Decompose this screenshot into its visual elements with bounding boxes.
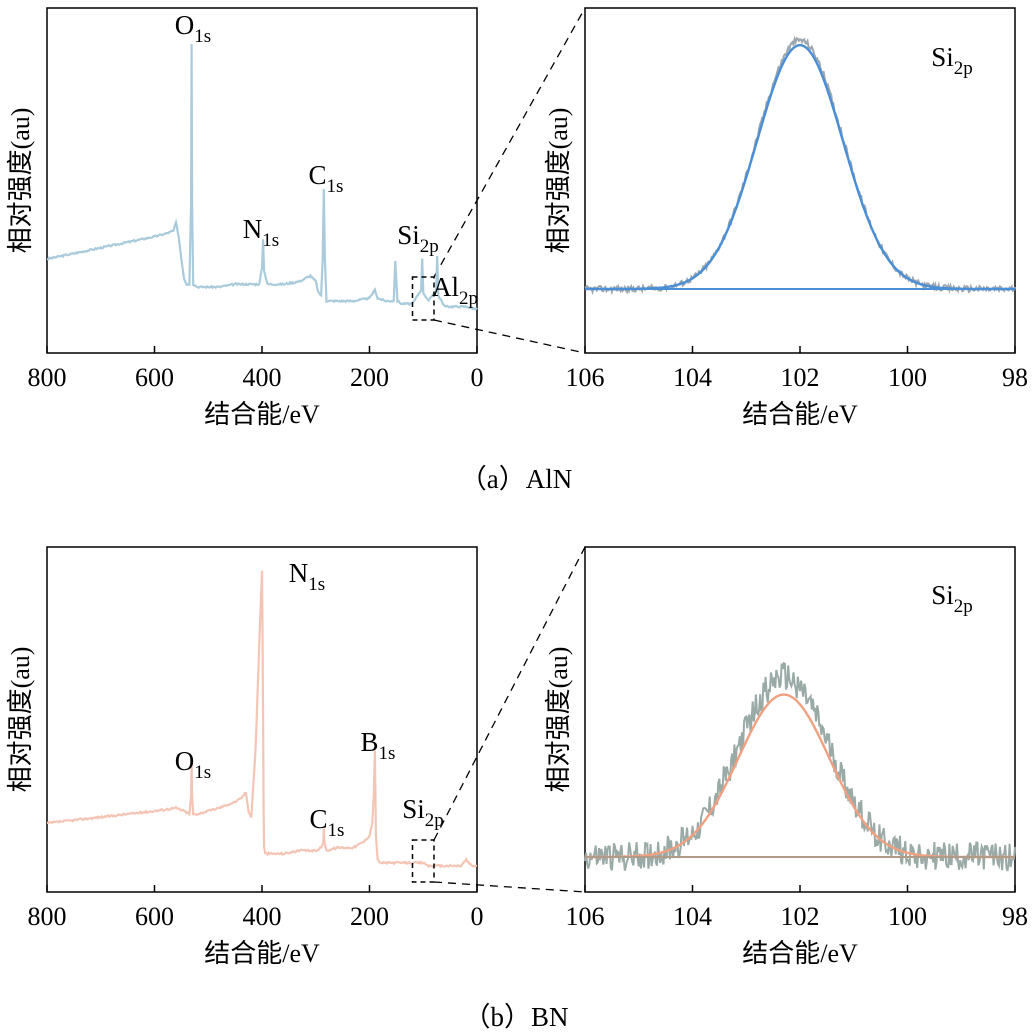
series-raw	[584, 661, 1016, 872]
x-tick-label: 0	[471, 902, 484, 931]
peak-label: B1s	[361, 727, 396, 764]
series-line	[47, 44, 478, 311]
peak-label: Al2p	[432, 272, 478, 309]
x-tick-label: 600	[135, 902, 174, 931]
x-axis-title: 结合能/eV	[742, 939, 858, 968]
x-tick-label: 400	[243, 902, 282, 931]
peak-label: Si2p	[397, 220, 439, 257]
panel-a_survey: 800 600 400 200 0 结合能/eV 相对强度(au) O1s N1s C1s Si2p…	[6, 7, 484, 429]
x-tick-label: 400	[243, 363, 282, 392]
series-line	[46, 570, 478, 869]
x-axis-title: 结合能/eV	[204, 400, 320, 429]
zoom-guide-line	[433, 881, 586, 893]
x-tick-label: 104	[673, 902, 712, 931]
y-axis-title: 相对强度(au)	[6, 108, 35, 254]
x-axis-title: 结合能/eV	[742, 400, 858, 429]
zoom-box	[411, 839, 435, 883]
peak-label: O1s	[175, 746, 211, 783]
x-axis-title: 结合能/eV	[204, 939, 320, 968]
y-axis-title: 相对强度(au)	[6, 647, 35, 793]
zoom-guide-line	[433, 7, 586, 278]
x-tick-label: 104	[673, 363, 712, 392]
x-tick-label: 98	[1002, 363, 1028, 392]
peak-label: Si2p	[931, 580, 973, 617]
x-tick-label: 200	[350, 902, 389, 931]
x-tick-label: 600	[135, 363, 174, 392]
peak-label: N1s	[243, 214, 279, 251]
x-tick-label: 106	[566, 363, 605, 392]
x-tick-label: 800	[28, 363, 67, 392]
caption-b: （b）BN	[463, 1002, 568, 1032]
x-tick-label: 100	[888, 902, 927, 931]
zoom-guides	[433, 7, 586, 893]
y-axis-title: 相对强度(au)	[544, 647, 573, 793]
peak-label: Si2p	[931, 42, 973, 79]
peak-label: C1s	[309, 160, 344, 197]
series-fit	[585, 693, 1015, 859]
peak-label: N1s	[289, 558, 325, 595]
peak-label: Si2p	[402, 794, 444, 831]
zoom-guide-line	[433, 319, 586, 354]
caption-a: （a）AlN	[460, 464, 572, 494]
x-tick-label: 0	[471, 363, 484, 392]
panel-b_si2p: 106 104 102 100 98 结合能/eV 相对强度(au) Si2p	[544, 546, 1028, 968]
series-fit	[585, 44, 1015, 291]
x-tick-label: 98	[1002, 902, 1028, 931]
x-tick-label: 200	[350, 363, 389, 392]
x-tick-label: 800	[28, 902, 67, 931]
x-tick-label: 106	[566, 902, 605, 931]
series-raw	[584, 35, 1016, 296]
zoom-box	[411, 276, 435, 321]
x-tick-label: 102	[781, 363, 820, 392]
panels: 800 600 400 200 0 结合能/eV 相对强度(au) O1s N1s C1s Si2p…	[6, 7, 1028, 968]
y-axis-title: 相对强度(au)	[544, 108, 573, 254]
x-tick-label: 102	[781, 902, 820, 931]
panel-b_survey: 800 600 400 200 0 结合能/eV 相对强度(au) N1s O1s B1s C1s S…	[6, 546, 484, 968]
peak-label: C1s	[310, 804, 345, 841]
x-tick-label: 100	[888, 363, 927, 392]
panel-a_si2p: 106 104 102 100 98 结合能/eV 相对强度(au) Si2p	[544, 7, 1028, 429]
peak-label: O1s	[175, 10, 211, 47]
